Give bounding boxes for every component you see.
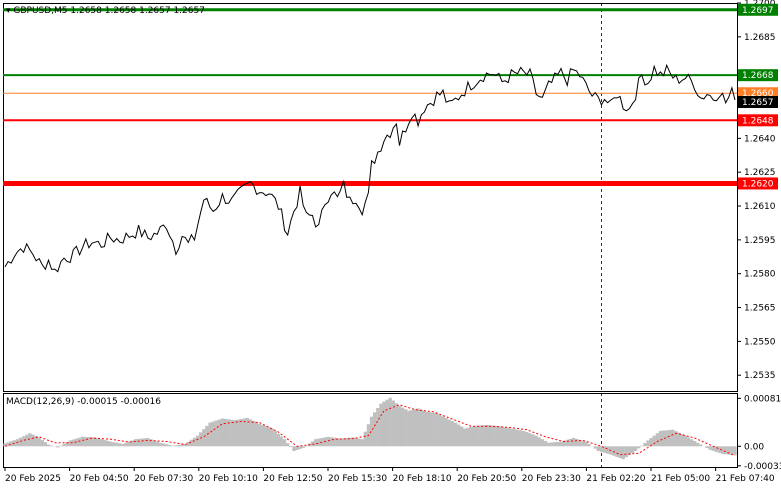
y-tick-label: 1.2535	[744, 371, 776, 381]
y-tick-label: 1.2685	[744, 33, 776, 43]
x-tick-label: 20 Feb 12:50	[263, 474, 322, 484]
y-tick-label: 1.2565	[744, 304, 776, 314]
x-tick-label: 20 Feb 04:50	[70, 474, 129, 484]
x-tick-label: 21 Feb 07:40	[716, 474, 775, 484]
price-plot-frame	[3, 3, 738, 392]
y-tick-label: 1.2625	[744, 168, 776, 178]
level-tag-label: 1.2620	[742, 179, 774, 189]
macd-plot-frame	[3, 393, 738, 468]
x-tick-label: 21 Feb 05:00	[651, 474, 710, 484]
level-tag-label: 1.2660	[742, 89, 774, 99]
x-tick-label: 20 Feb 23:30	[522, 474, 581, 484]
price-panel: 1.2535 1.2550 1.2565 1.2580 1.2595 1.2610 1.26…	[3, 0, 778, 392]
x-tick-label: 20 Feb 2025	[5, 474, 61, 484]
price-levels	[3, 8, 737, 186]
price-line	[4, 63, 736, 273]
current-price-label: 1.2657	[742, 98, 774, 108]
macd-tick-label: 0.00081	[744, 394, 781, 404]
level-tag	[738, 177, 778, 190]
x-tick-label: 20 Feb 10:10	[199, 474, 258, 484]
level-tag	[738, 69, 778, 82]
y-tick-label: 1.2595	[744, 236, 776, 246]
time-axis: 20 Feb 2025 20 Feb 04:50 20 Feb 07:30 20 Fe…	[4, 467, 775, 484]
x-tick-label: 20 Feb 15:30	[328, 474, 387, 484]
price-y-axis: 1.2535 1.2550 1.2565 1.2580 1.2595 1.2610 1.26…	[737, 0, 776, 381]
y-tick-label: 1.2580	[744, 270, 776, 280]
level-tag	[738, 3, 778, 16]
x-tick-label: 20 Feb 07:30	[134, 474, 193, 484]
macd-histogram	[3, 397, 737, 460]
current-price-tag	[738, 96, 778, 108]
y-tick-label: 1.2640	[744, 134, 776, 144]
macd-tick-label: -0.00033	[744, 462, 781, 472]
level-tag-label: 1.2648	[742, 116, 774, 126]
macd-tick-label: 0.00	[744, 442, 764, 452]
macd-panel: 0.00081 0.00 -0.00033 MACD(12,26,9) -0.000…	[3, 393, 781, 472]
x-tick-label: 20 Feb 18:10	[393, 474, 452, 484]
x-tick-label: 20 Feb 20:50	[457, 474, 516, 484]
level-tag-label: 1.2697	[742, 6, 774, 16]
price-level-tags: 1.2697 1.2668 1.2660 1.2648 1.2620 1.2657	[738, 3, 778, 190]
macd-y-axis: 0.00081 0.00 -0.00033	[737, 394, 781, 472]
x-tick-label: 21 Feb 02:20	[586, 474, 645, 484]
level-tag	[738, 114, 778, 127]
y-tick-label: 1.2610	[744, 202, 776, 212]
level-tag-label: 1.2668	[742, 71, 774, 81]
chart-header: ▾ GBPUSD,M5 1.2658 1.2658 1.2657 1.2657	[6, 6, 205, 16]
macd-signal-line	[4, 404, 736, 457]
macd-title: MACD(12,26,9) -0.00015 -0.00016	[6, 397, 161, 407]
y-tick-label: 1.2550	[744, 337, 776, 347]
